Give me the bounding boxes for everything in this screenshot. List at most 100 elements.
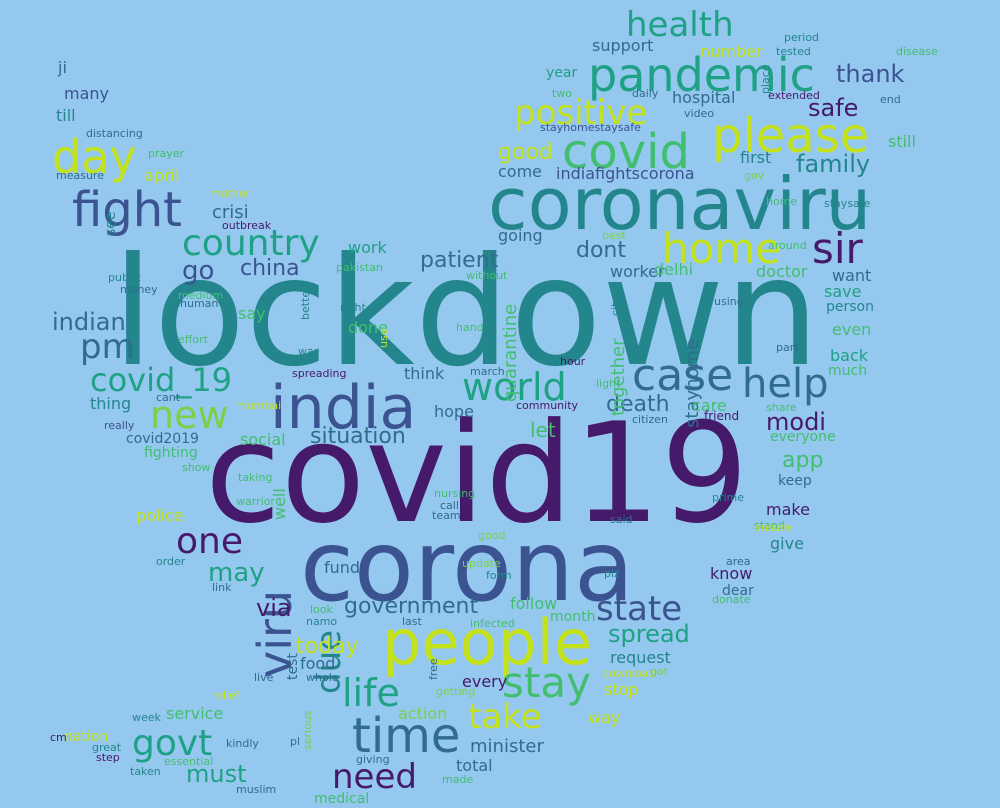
- word-cm: cm: [50, 731, 67, 744]
- word-using: using: [714, 295, 744, 308]
- word-stayhomestaysafe: stayhomestaysafe: [540, 121, 641, 134]
- word-best: best: [602, 229, 626, 242]
- word-every: every: [462, 672, 508, 691]
- word-need: need: [332, 757, 417, 797]
- word-one: one: [176, 521, 243, 562]
- word-hospital: hospital: [672, 88, 736, 107]
- word-right: right: [340, 301, 366, 314]
- word-spreading: spreading: [292, 367, 347, 380]
- word-fight: fight: [72, 182, 182, 238]
- word-coronaviru: coronaviru: [488, 162, 872, 246]
- word-period: period: [784, 31, 820, 44]
- word-update: update: [462, 557, 501, 570]
- word-person: person: [826, 299, 874, 315]
- word-app: app: [782, 448, 824, 473]
- word-community: community: [516, 399, 579, 412]
- word-good: good: [478, 529, 506, 542]
- word-tested: tested: [776, 45, 811, 58]
- word-dear: dear: [722, 583, 754, 599]
- word-year: year: [546, 65, 578, 81]
- word-must: must: [186, 760, 247, 788]
- word-donate: donate: [712, 593, 751, 606]
- word-situation: situation: [310, 424, 406, 449]
- word-food: food: [300, 654, 336, 673]
- word-team: team: [432, 509, 461, 522]
- word-two: two: [552, 87, 573, 100]
- word-indiafightscorona: indiafightscorona: [556, 164, 695, 183]
- word-share: share: [766, 401, 797, 414]
- word-even: even: [832, 320, 872, 339]
- word-march: march: [470, 365, 505, 378]
- word-covid19: covid19: [205, 393, 749, 554]
- word-plz: plz: [604, 567, 620, 580]
- word-april: april: [144, 166, 180, 185]
- word-day: day: [52, 130, 137, 184]
- word-police: police: [136, 506, 184, 525]
- word-covid: covid: [562, 124, 690, 180]
- word-country: country: [182, 223, 320, 264]
- word-giving: giving: [356, 753, 390, 766]
- word-call: call: [440, 499, 459, 512]
- word-human: human: [180, 297, 219, 310]
- word-doctor: doctor: [756, 262, 808, 281]
- word-download: download: [602, 667, 656, 680]
- word-part: part: [776, 341, 799, 354]
- word-give: give: [770, 534, 804, 553]
- word-week: week: [132, 711, 161, 724]
- word-around: around: [768, 239, 807, 252]
- word-spread: spread: [608, 620, 690, 648]
- word-going: going: [498, 226, 543, 245]
- word-city: city: [609, 296, 622, 316]
- word-made: made: [442, 773, 474, 786]
- word-death: death: [606, 392, 670, 417]
- word-think: think: [404, 364, 445, 383]
- word-medical: medical: [314, 791, 370, 807]
- word-safe: safe: [808, 94, 859, 122]
- word-follow: follow: [510, 594, 558, 613]
- word-come: come: [498, 162, 543, 181]
- word-support: support: [592, 36, 654, 55]
- word-distancing: distancing: [86, 127, 143, 140]
- word-government: government: [344, 594, 479, 619]
- word-area: area: [726, 555, 751, 568]
- word-relief: relief: [212, 689, 240, 702]
- word-pm: pm: [80, 327, 135, 367]
- word-stay: stay: [502, 658, 591, 707]
- word-world: world: [462, 365, 567, 409]
- word-nation: nation: [64, 729, 109, 745]
- word-done: done: [348, 318, 388, 337]
- word-home: home: [766, 195, 798, 208]
- word-look: look: [310, 603, 333, 616]
- word-life: life: [342, 671, 400, 715]
- word-kindly: kindly: [226, 737, 259, 750]
- word-video: video: [684, 107, 715, 120]
- word-extended: extended: [768, 89, 820, 102]
- word-effort: effort: [178, 333, 208, 346]
- word-thank: thank: [836, 60, 905, 88]
- word-order: order: [156, 555, 186, 568]
- word-gov: gov: [744, 169, 765, 182]
- word-war: war: [298, 345, 319, 358]
- word-end: end: [880, 93, 901, 106]
- word-test: test: [285, 653, 301, 680]
- word-getting: getting: [436, 685, 476, 698]
- word-money: money: [120, 283, 158, 296]
- word-place: place: [759, 64, 772, 94]
- word-total: total: [456, 756, 493, 775]
- word-cant: cant: [156, 391, 181, 404]
- word-live: live: [254, 671, 274, 684]
- word-request: request: [610, 648, 671, 667]
- word-via: via: [256, 594, 292, 622]
- word-namo: namo: [306, 615, 338, 628]
- word-worker: worker: [610, 262, 665, 281]
- word-use: use: [377, 328, 390, 348]
- word-today: today: [296, 634, 359, 659]
- word-help: help: [742, 361, 829, 407]
- word-health: health: [626, 5, 734, 45]
- word-state: state: [596, 589, 683, 629]
- word-month: month: [550, 609, 596, 625]
- word-back: back: [830, 346, 869, 365]
- word-say: say: [238, 304, 266, 323]
- word-show: show: [182, 461, 211, 474]
